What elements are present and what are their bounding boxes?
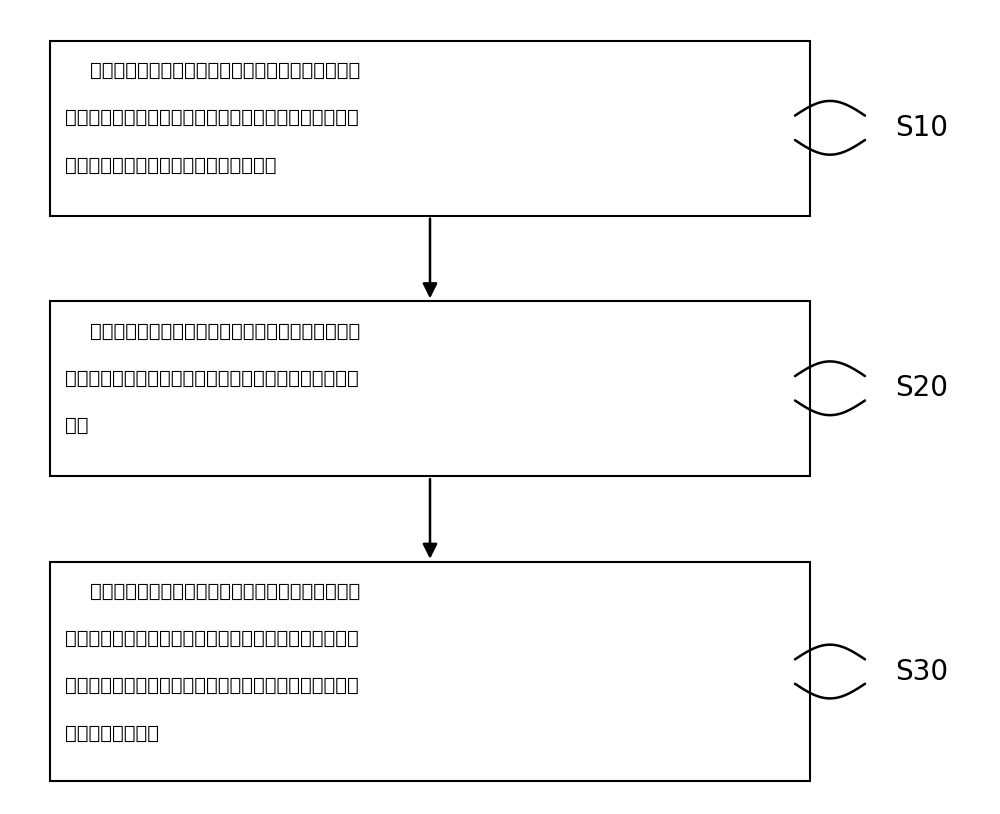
Text: 备一层遮光材料，对所述遮光材料图案化处理，形成遮光: 备一层遮光材料，对所述遮光材料图案化处理，形成遮光	[65, 369, 359, 387]
Text: 在基板上依次制备薄膜晶体管层和透明电极，所述薄: 在基板上依次制备薄膜晶体管层和透明电极，所述薄	[65, 61, 360, 80]
FancyBboxPatch shape	[50, 41, 810, 216]
FancyBboxPatch shape	[50, 301, 810, 476]
Text: 应所述显示薄膜晶体管的第一隔垫物和第二隔垫物及对应: 应所述显示薄膜晶体管的第一隔垫物和第二隔垫物及对应	[65, 676, 359, 695]
Text: S30: S30	[895, 658, 948, 685]
FancyBboxPatch shape	[50, 562, 810, 781]
Text: 透明电极与所述显示薄膜晶体管电连接；: 透明电极与所述显示薄膜晶体管电连接；	[65, 155, 276, 174]
Text: 利用掩膜板对所述遮光层进行曝光，经显影后，使所: 利用掩膜板对所述遮光层进行曝光，经显影后，使所	[65, 582, 360, 601]
Text: 膜晶体管层包括显示薄膜晶体管和感光薄膜晶体管，所述: 膜晶体管层包括显示薄膜晶体管和感光薄膜晶体管，所述	[65, 108, 359, 127]
Text: 显示区的开孔区。: 显示区的开孔区。	[65, 724, 159, 742]
Text: 述遮光层图案化，形成对应感光薄膜晶体管的透光区、对: 述遮光层图案化，形成对应感光薄膜晶体管的透光区、对	[65, 629, 359, 648]
Text: 在所述显示薄膜晶体管、所述感光薄膜晶体管上方制: 在所述显示薄膜晶体管、所述感光薄膜晶体管上方制	[65, 322, 360, 340]
Text: S20: S20	[895, 374, 948, 402]
Text: 层；: 层；	[65, 416, 88, 435]
Text: S10: S10	[895, 114, 948, 142]
